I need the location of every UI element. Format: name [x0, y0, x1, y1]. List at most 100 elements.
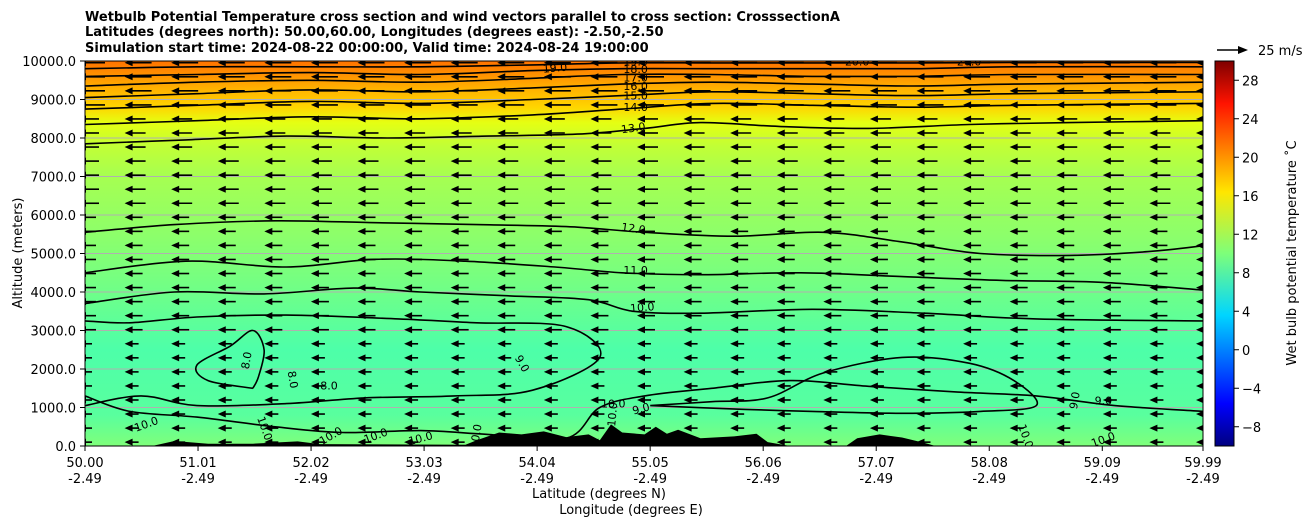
wind-arrow	[264, 340, 279, 348]
wind-arrow	[450, 396, 465, 404]
wind-arrow	[637, 354, 651, 362]
wind-arrow	[171, 157, 193, 165]
contour-label: 11.0	[623, 264, 648, 277]
wind-arrow-head	[637, 298, 645, 306]
wind-arrow	[124, 115, 146, 123]
wind-arrow	[357, 213, 376, 221]
wind-arrow-head	[590, 101, 599, 109]
y-tick-label: 9000.0	[31, 94, 77, 109]
wind-arrow-head	[869, 143, 878, 151]
wind-arrow-head	[683, 368, 692, 376]
wind-arrow-head	[357, 382, 366, 390]
wind-arrow-head	[637, 143, 645, 151]
wind-arrow	[264, 213, 283, 221]
wind-arrow-head	[916, 270, 925, 278]
wind-arrow	[217, 368, 232, 376]
wind-arrow-head	[1102, 185, 1111, 193]
wind-arrow	[963, 157, 985, 165]
wind-arrow-head	[1196, 326, 1203, 333]
wind-arrow-head	[823, 227, 832, 235]
wind-arrow-head	[1009, 270, 1018, 278]
wind-arrow	[730, 424, 745, 432]
wind-arrow	[963, 241, 982, 249]
wind-arrow	[264, 171, 286, 179]
wind-arrow-head	[590, 354, 599, 362]
wind-arrow-head	[823, 213, 832, 221]
wind-arrow-head	[637, 255, 645, 263]
contour-label: 9.0	[631, 400, 651, 417]
wind-arrow	[497, 340, 512, 348]
wind-arrow	[1056, 368, 1071, 376]
wind-arrow-head	[776, 410, 785, 418]
wind-arrow	[637, 115, 658, 123]
wind-arrow-head	[171, 171, 180, 179]
wind-arrow-head	[450, 424, 459, 432]
wind-arrow	[823, 87, 851, 95]
wind-arrow	[1102, 143, 1124, 151]
wind-arrow	[823, 129, 845, 137]
wind-arrow-head	[730, 298, 739, 306]
wind-arrow	[543, 424, 558, 432]
wind-arrow	[637, 185, 658, 193]
wind-arrow	[683, 199, 705, 207]
wind-arrow	[776, 199, 798, 207]
wind-arrow	[404, 73, 432, 81]
wind-arrow	[869, 312, 888, 320]
wind-arrow-head	[357, 340, 366, 348]
wind-arrow-head	[963, 382, 972, 390]
wind-arrow	[916, 284, 935, 292]
wind-arrow	[1149, 270, 1168, 278]
y-tick-label: 0.0	[55, 440, 76, 455]
wind-arrow	[1056, 270, 1075, 278]
wind-arrow-head	[1102, 255, 1111, 263]
wind-arrow	[869, 255, 888, 263]
wind-arrow	[1056, 87, 1084, 95]
wind-arrow-head	[1009, 255, 1018, 263]
wind-arrow	[916, 199, 938, 207]
wind-arrow-head	[217, 312, 226, 320]
wind-arrow	[357, 368, 372, 376]
wind-arrow	[497, 255, 516, 263]
contour-label: 10.0	[543, 435, 568, 448]
wind-arrow	[730, 326, 749, 334]
wind-arrow-head	[1009, 61, 1018, 67]
wind-arrow	[869, 185, 891, 193]
wind-arrow	[1196, 298, 1203, 305]
wind-arrow	[543, 213, 562, 221]
wind-arrow-head	[543, 298, 552, 306]
wind-arrow-head	[776, 143, 785, 151]
wind-arrow	[869, 213, 888, 221]
wind-arrow-head	[171, 270, 180, 278]
wind-arrow-head	[963, 241, 972, 249]
y-axis: 0.0 1000.0 2000.0 3000.0 4000.0 5000.0 6000.0 7…	[22, 55, 85, 455]
wind-arrow	[357, 326, 376, 334]
wind-arrow-head	[543, 326, 552, 334]
wind-arrow-head	[869, 101, 878, 109]
wind-arrow	[823, 410, 838, 418]
wind-arrow	[776, 368, 791, 376]
wind-arrow-head	[1149, 143, 1158, 151]
wind-arrow	[730, 255, 749, 263]
wind-arrow	[730, 410, 745, 418]
wind-arrow-head	[497, 340, 506, 348]
wind-arrow-head	[357, 326, 366, 334]
wind-arrow-head	[730, 143, 739, 151]
wind-arrow-head	[683, 143, 692, 151]
wind-arrow	[683, 213, 702, 221]
wind-arrow	[730, 368, 745, 376]
wind-arrow-head	[963, 354, 972, 362]
contour-label: 9.0	[1067, 391, 1083, 410]
wind-arrow-head	[637, 227, 645, 235]
wind-arrow-head	[171, 129, 180, 137]
wind-arrow	[1009, 354, 1024, 362]
contour-label: 14.0	[623, 101, 648, 114]
wind-arrow	[404, 143, 426, 151]
wind-arrow	[497, 241, 516, 249]
wind-arrow-head	[264, 298, 273, 306]
y-tick-label: 6000.0	[31, 209, 77, 224]
wind-arrow-head	[590, 255, 599, 263]
wind-arrow	[450, 382, 465, 390]
wind-arrow-head	[171, 354, 180, 362]
wind-arrow	[497, 270, 516, 278]
wind-arrow-head	[1102, 312, 1111, 320]
